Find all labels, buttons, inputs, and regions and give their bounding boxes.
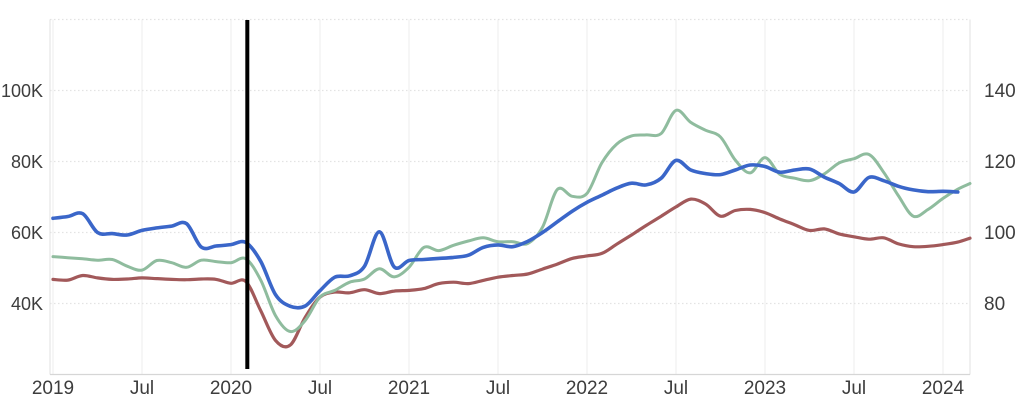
right-axis-tick-label: 140	[984, 81, 1016, 102]
right-axis-tick-label: 120	[984, 152, 1016, 173]
x-axis-tick-label: 2020	[210, 378, 252, 399]
left-axis-tick-label: 60K	[11, 223, 43, 243]
series-blue-line	[51, 158, 960, 310]
x-axis-tick-label: 2019	[32, 378, 74, 399]
x-axis-tick-label: 2022	[566, 378, 608, 399]
series-green-line	[51, 108, 972, 334]
right-axis-tick-label: 100	[984, 223, 1016, 244]
left-axis-tick-label: 40K	[11, 294, 43, 314]
x-axis-tick-label: Jul	[664, 378, 688, 399]
x-axis-tick-label: 2021	[388, 378, 430, 399]
x-axis-tick-label: 2023	[744, 378, 786, 399]
x-axis-tick-label: Jul	[308, 378, 332, 399]
x-axis-tick-label: Jul	[842, 378, 866, 399]
left-axis-tick-label: 80K	[11, 152, 43, 172]
x-axis-tick-label: Jul	[486, 378, 510, 399]
x-axis-tick-label: 2024	[922, 378, 965, 399]
left-axis-tick-label: 100K	[1, 81, 43, 101]
x-axis-tick-label: Jul	[130, 378, 154, 399]
series-red-line	[51, 197, 972, 349]
right-axis-tick-label: 80	[984, 294, 1005, 315]
